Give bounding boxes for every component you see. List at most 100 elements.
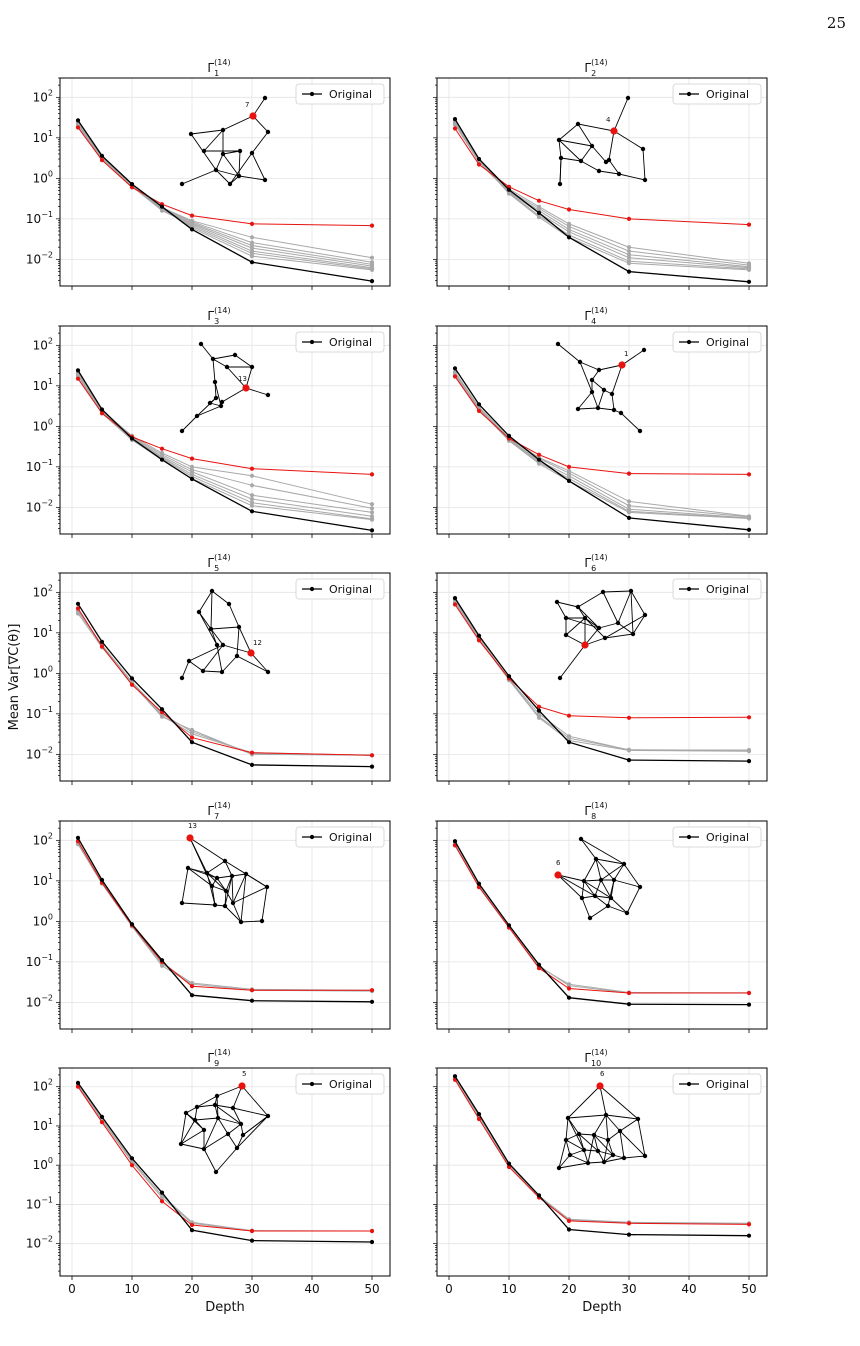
graph-node (592, 893, 598, 899)
graph-edge (577, 123, 593, 147)
graph-edge (232, 1107, 269, 1117)
data-point (189, 227, 195, 232)
graph-node (265, 129, 271, 135)
data-point (506, 433, 512, 438)
graph-edge (613, 879, 641, 888)
data-point (452, 126, 458, 131)
graph-edge (214, 381, 217, 399)
graph-node-highlighted (186, 834, 194, 842)
graph-edge (214, 1104, 242, 1125)
graph-node (212, 1102, 218, 1108)
data-point (369, 502, 375, 507)
graph-edge (607, 1139, 614, 1156)
graph-node (220, 127, 226, 133)
graph-node (179, 900, 185, 906)
data-point (536, 711, 542, 717)
graph-edge (598, 622, 619, 629)
data-point (746, 472, 752, 477)
graph-node (220, 642, 226, 648)
series-original (75, 835, 375, 1004)
y-tick-label: 101 (33, 872, 53, 888)
graph-edge (242, 1115, 269, 1136)
graph-edge (584, 617, 606, 639)
graph-node (201, 1127, 207, 1133)
inset-graph: 12 (179, 588, 271, 681)
y-tick-label: 10−2 (26, 498, 53, 514)
graph-node (204, 870, 210, 876)
graph-node (198, 341, 204, 347)
data-point (189, 456, 195, 461)
series-other (75, 1083, 375, 1234)
data-point (189, 1222, 195, 1228)
data-point (536, 966, 542, 971)
legend-label: Original (329, 88, 372, 101)
graph-node (611, 877, 617, 883)
data-point (75, 368, 81, 373)
graph-edge (558, 139, 593, 147)
graph-edge (577, 606, 600, 629)
panel-title: Γ8(14) (584, 801, 607, 821)
graph-edge (196, 1104, 216, 1108)
graph-edge (589, 905, 609, 919)
graph-node (219, 399, 225, 405)
graph-edge (569, 1149, 585, 1156)
graph-edge (620, 412, 641, 432)
series-original (452, 596, 752, 764)
graph-edge (618, 173, 646, 181)
data-point (506, 923, 512, 928)
graph-edge (215, 169, 240, 177)
data-point (566, 740, 572, 745)
data-point (626, 715, 632, 720)
graph-node-highlighted (247, 649, 255, 657)
data-point (249, 750, 255, 755)
graph-edge (215, 1147, 238, 1173)
legend-label: Original (706, 88, 749, 101)
graph-edge (591, 391, 599, 409)
series-original (75, 601, 375, 769)
data-point (746, 527, 752, 532)
graph-edge (211, 885, 227, 892)
series-original (75, 1080, 375, 1245)
x-tick-label: 50 (364, 1282, 379, 1296)
graph-edge (579, 361, 593, 393)
graph-edge (189, 837, 226, 862)
data-point (476, 633, 482, 638)
legend-label: Original (706, 1078, 749, 1091)
data-point (369, 999, 375, 1004)
legend: Original (672, 826, 762, 848)
data-point (746, 990, 752, 996)
graph-node (194, 413, 200, 419)
graph-node (598, 877, 604, 883)
y-tick-label: 100 (33, 912, 53, 928)
data-point (536, 215, 542, 220)
data-point (99, 1120, 105, 1125)
series-other (75, 608, 375, 758)
data-point (369, 472, 375, 477)
y-tick-label: 100 (33, 169, 53, 185)
node-label: 13 (188, 822, 197, 830)
panel-title: Γ10(14) (584, 1048, 607, 1068)
data-point (369, 1239, 375, 1245)
data-point (536, 452, 542, 457)
graph-node-highlighted (249, 112, 257, 120)
graph-node (642, 177, 648, 183)
data-point (746, 1002, 752, 1007)
graph-edge (597, 407, 615, 411)
series-other (75, 123, 375, 269)
data-point (99, 411, 105, 416)
data-point (189, 740, 195, 745)
graph-node (615, 620, 621, 626)
data-point (249, 473, 255, 478)
series-line (454, 124, 750, 270)
graph-node (591, 1132, 597, 1138)
graph-edge (227, 1123, 242, 1135)
data-point (75, 1080, 81, 1085)
graph-edge (558, 123, 579, 141)
graph-edge (630, 590, 646, 616)
graph-node (222, 903, 228, 909)
legend-marker (686, 1081, 692, 1087)
legend-marker (686, 339, 692, 345)
graph-node (635, 1116, 641, 1122)
series-line (77, 842, 373, 991)
